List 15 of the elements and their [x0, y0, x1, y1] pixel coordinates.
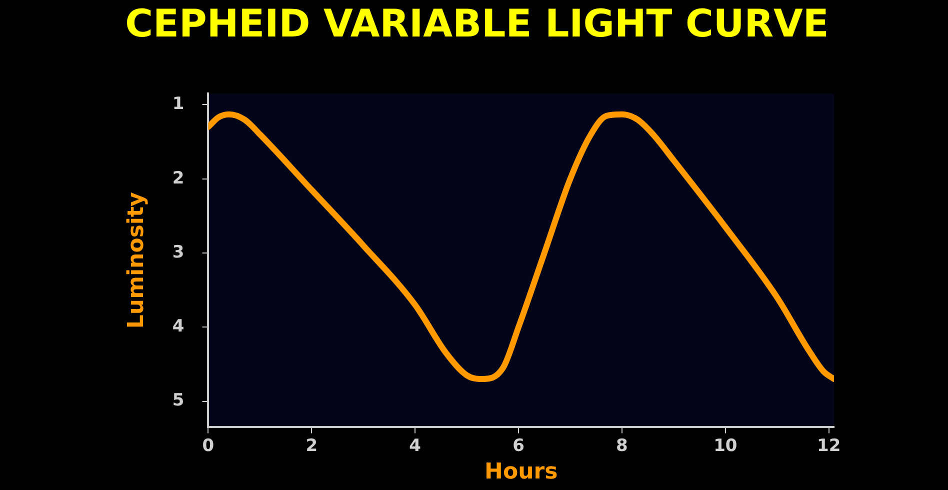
x-tick-label: 0	[202, 436, 214, 456]
y-tick-label: 1	[172, 94, 184, 114]
y-tick-label: 5	[172, 390, 184, 411]
x-axis-title: Hours	[484, 460, 558, 485]
x-tick-label: 8	[616, 436, 628, 456]
x-tick-label: 2	[306, 436, 318, 456]
y-tick-label: 3	[172, 242, 184, 262]
x-tick-label: 10	[714, 436, 738, 456]
x-tick-label: 4	[409, 436, 422, 456]
x-tick-label: 6	[512, 436, 524, 456]
y-axis-title: Luminosity	[124, 192, 149, 329]
y-tick-label: 4	[172, 316, 184, 337]
y-tick-label: 2	[172, 168, 184, 188]
chart-title: CEPHEID VARIABLE LIGHT CURVE	[125, 2, 829, 46]
x-tick-label: 12	[816, 436, 841, 456]
